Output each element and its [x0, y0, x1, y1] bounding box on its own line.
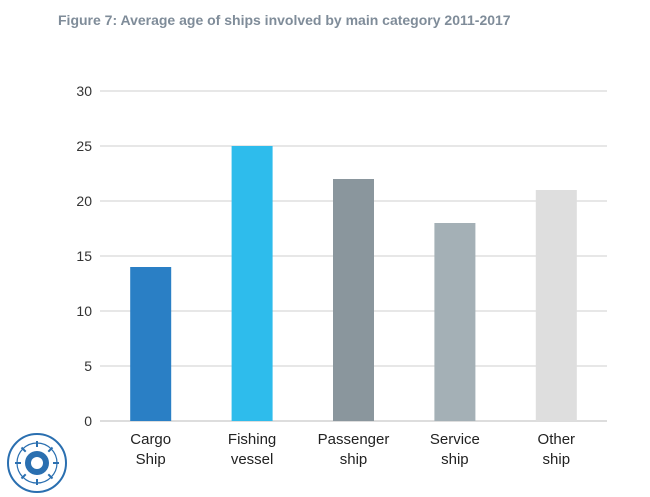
x-category-label: ship — [340, 451, 368, 468]
x-category-label: Passenger — [318, 431, 390, 448]
x-category-label: Service — [430, 431, 480, 448]
y-tick-label: 0 — [84, 413, 92, 429]
y-tick-label: 25 — [76, 138, 92, 154]
isscon-logo-icon — [7, 433, 67, 493]
chart-title: Figure 7: Average age of ships involved … — [58, 12, 511, 28]
y-tick-label: 5 — [84, 358, 92, 374]
x-category-label: Cargo — [130, 431, 171, 448]
bar — [130, 267, 172, 421]
bar — [434, 223, 476, 421]
x-category-label: Other — [538, 431, 576, 448]
x-category-label: vessel — [231, 451, 274, 468]
x-category-label: ship — [441, 451, 469, 468]
bar — [333, 179, 374, 421]
x-category-label: Fishing — [228, 431, 276, 448]
bars — [130, 146, 577, 421]
bar — [231, 146, 273, 421]
bar — [535, 190, 577, 421]
y-tick-label: 15 — [76, 248, 92, 264]
x-category-label: Ship — [136, 451, 166, 468]
y-tick-label: 20 — [76, 193, 92, 209]
y-tick-label: 30 — [76, 83, 92, 99]
x-axis-labels: Cargo Ship Fishing vessel Passenger ship Servi… — [130, 431, 575, 468]
y-axis-ticks: 0 5 10 15 20 25 30 — [76, 83, 92, 429]
x-category-label: ship — [543, 451, 571, 468]
y-tick-label: 10 — [76, 303, 92, 319]
